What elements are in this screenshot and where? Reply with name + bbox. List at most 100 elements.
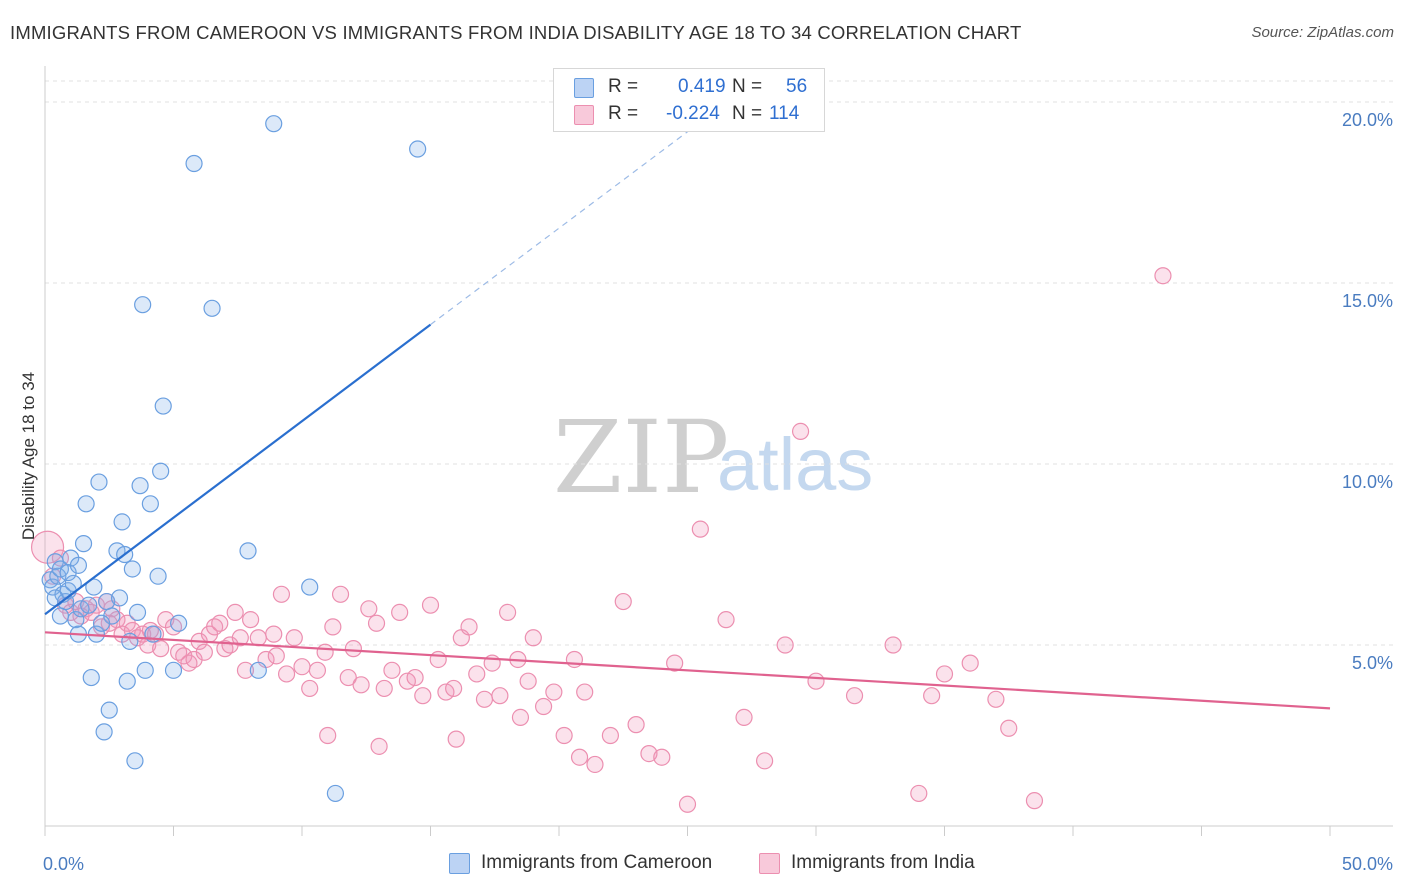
india-point (331, 585, 350, 603)
cameroon-series (41, 115, 427, 803)
series-label-cameroon: Immigrants from Cameroon (481, 852, 713, 873)
cameroon-point (239, 542, 257, 560)
cameroon-point (164, 661, 183, 679)
watermark-zip: ZIP (553, 399, 729, 516)
legend-swatch-cameroon (574, 78, 594, 98)
cameroon-point (326, 784, 345, 803)
india-point (717, 611, 735, 629)
cameroon-point (113, 513, 131, 531)
series-label-india: Immigrants from India (791, 852, 975, 873)
india-point (1154, 267, 1172, 285)
india-point (791, 422, 810, 440)
cameroon-point (82, 668, 100, 687)
india-point (236, 661, 255, 679)
india-point (499, 603, 517, 622)
india-point (735, 708, 753, 726)
india-point (339, 668, 357, 687)
legend-n-label: N = (732, 103, 763, 124)
y-axis-label: Disability Age 18 to 34 (19, 372, 38, 540)
india-point (324, 618, 342, 636)
india-point (570, 748, 589, 766)
india-point (152, 640, 170, 658)
cameroon-point (92, 614, 111, 632)
axes (44, 66, 1393, 836)
cameroon-point (126, 752, 144, 770)
india-point (265, 625, 283, 643)
cameroon-point (69, 556, 88, 574)
india-point (534, 697, 553, 716)
india-point (614, 592, 632, 611)
cameroon-point (123, 560, 141, 578)
cameroon-point (154, 397, 172, 415)
india-point (421, 596, 440, 614)
india-point (545, 683, 563, 701)
india-point (845, 687, 864, 705)
cameroon-point (128, 603, 147, 622)
cameroon-point (118, 672, 136, 690)
cameroon-point (64, 574, 82, 593)
india-point (640, 744, 658, 763)
cameroon-point (90, 473, 108, 491)
india-point (1025, 792, 1044, 810)
legend-r-value: -0.224 (666, 103, 720, 124)
india-point (678, 795, 697, 813)
india-point (555, 726, 573, 745)
india-point (910, 784, 928, 803)
cameroon-point (170, 614, 188, 632)
india-point (272, 585, 291, 603)
india-point (226, 603, 244, 622)
cameroon-point (265, 115, 283, 133)
gridlines (45, 80, 1393, 646)
cameroon-point (121, 632, 139, 650)
cameroon-trend-extension (430, 117, 706, 326)
y-tick-label: 10.0% (1342, 472, 1393, 492)
india-point (807, 672, 825, 690)
india-series (30, 267, 1172, 813)
india-point (367, 614, 386, 632)
india-point (468, 665, 486, 683)
india-point (519, 672, 537, 690)
india-point (383, 661, 401, 679)
cameroon-point (203, 299, 221, 317)
correlation-legend: R = 0.419 N = 56 R = -0.224 N = 114 (553, 68, 825, 132)
legend-n-value: 114 (769, 103, 800, 124)
cameroon-point (110, 589, 129, 607)
cameroon-point (141, 495, 159, 513)
india-point (576, 683, 594, 701)
cameroon-point (80, 596, 98, 614)
cameroon-point (149, 567, 167, 585)
india-point (231, 629, 249, 647)
india-point (249, 629, 267, 647)
india-point (987, 690, 1005, 708)
india-point (301, 679, 319, 698)
cameroon-point (249, 661, 267, 679)
cameroon-trend-line (44, 323, 432, 616)
india-point (277, 665, 296, 683)
india-point (627, 716, 645, 734)
india-point (776, 636, 794, 654)
cameroon-point (301, 578, 319, 596)
india-point (961, 654, 979, 672)
india-point (445, 679, 463, 698)
india-point (370, 737, 388, 755)
cameroon-point (131, 477, 149, 495)
cameroon-point (74, 535, 93, 553)
legend-r-label: R = (608, 76, 639, 97)
series-swatch-india (759, 853, 780, 874)
cameroon-point (77, 495, 95, 513)
india-point (293, 658, 311, 676)
india-point (653, 748, 671, 766)
india-point (923, 687, 941, 705)
source-text: Source: ZipAtlas.com (1251, 24, 1394, 41)
india-point (391, 603, 409, 622)
india-point (884, 636, 902, 654)
cameroon-point (51, 607, 70, 625)
cameroon-point (185, 154, 203, 173)
india-point (491, 687, 509, 705)
india-point (267, 647, 285, 665)
india-point (211, 614, 229, 632)
india-point (344, 640, 362, 658)
india-point (666, 654, 684, 672)
trend-lines (44, 117, 1331, 710)
